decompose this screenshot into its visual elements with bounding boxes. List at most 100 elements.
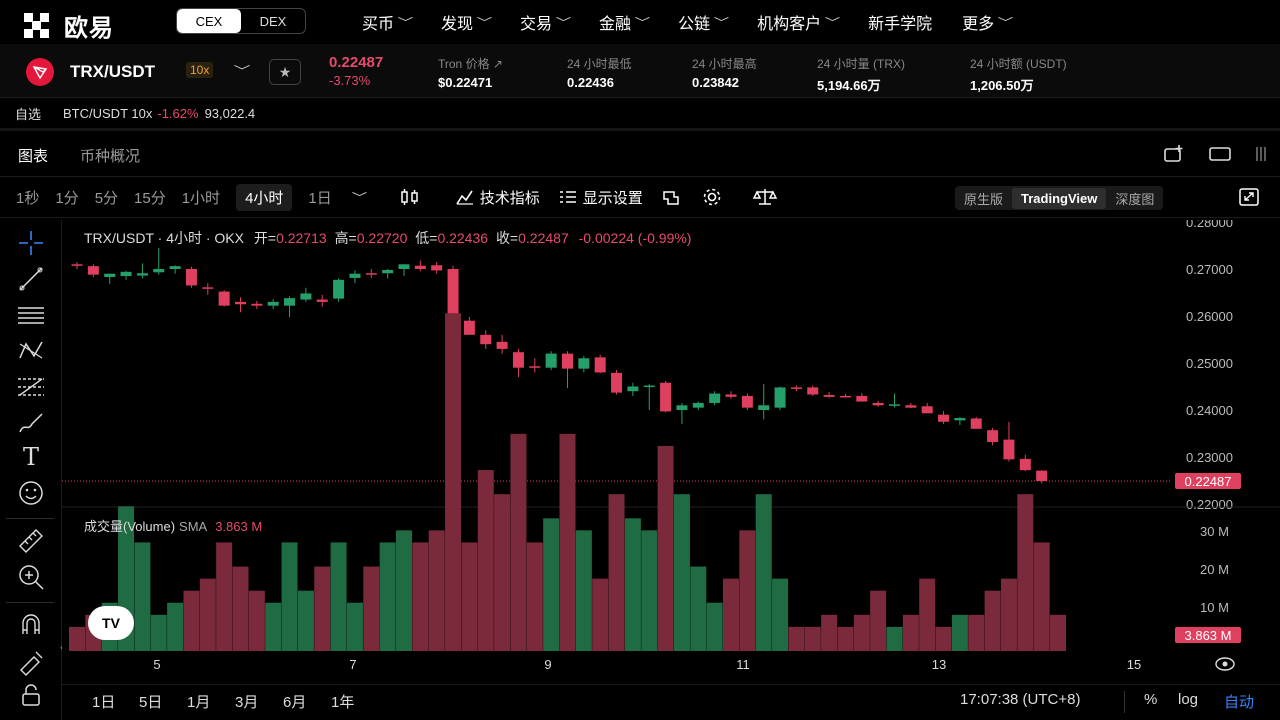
volume-label[interactable]: 成交量(Volume) bbox=[84, 519, 176, 534]
chart-settings-button[interactable] bbox=[701, 186, 723, 208]
range-1y[interactable]: 1年 bbox=[331, 694, 355, 711]
watchlist-label[interactable]: 自选 bbox=[15, 106, 42, 122]
pair-dropdown-chevron-icon[interactable]: ﹀ bbox=[233, 64, 251, 78]
timeframe-15m[interactable]: 15分 bbox=[134, 189, 166, 207]
candle-body bbox=[202, 287, 214, 289]
chart-type-button[interactable] bbox=[399, 187, 421, 207]
dex-tab[interactable]: DEX bbox=[259, 13, 287, 29]
menu-institutional[interactable]: 机构客户 ﹀ bbox=[757, 10, 840, 34]
unlock-icon[interactable] bbox=[14, 680, 48, 710]
stat-value: 0.22436 bbox=[567, 75, 614, 90]
volume-bar bbox=[314, 566, 331, 651]
chart-clock[interactable]: 17:07:38 (UTC+8) bbox=[960, 691, 1081, 708]
candle-body bbox=[169, 266, 181, 269]
log-scale-toggle[interactable]: log bbox=[1178, 691, 1199, 708]
tab-coin-overview[interactable]: 币种概况 bbox=[80, 148, 141, 165]
range-3m[interactable]: 3月 bbox=[235, 694, 259, 711]
volume-bar bbox=[363, 566, 380, 651]
indicators-icon bbox=[456, 190, 473, 205]
display-settings-button[interactable]: 显示设置 bbox=[558, 187, 643, 208]
watchlist-pair[interactable]: BTC/USDT 10x bbox=[63, 105, 153, 121]
candle-body bbox=[938, 414, 950, 422]
horizontal-lines-icon[interactable] bbox=[14, 300, 48, 330]
stat-24h-low: 24 小时最低 0.22436 bbox=[567, 55, 632, 90]
menu-label: 金融 bbox=[599, 16, 632, 33]
menu-trade[interactable]: 交易 ﹀ bbox=[520, 10, 571, 34]
price-chart-area[interactable]: 0.28000 0.27000 0.26000 0.25000 0.24000 0.230… bbox=[62, 215, 1280, 720]
zoom-in-icon[interactable] bbox=[14, 562, 48, 592]
timeframe-4h[interactable]: 4小时 bbox=[236, 183, 293, 211]
menu-more[interactable]: 更多 ﹀ bbox=[962, 10, 1013, 34]
legend-high-label: 高= bbox=[334, 230, 357, 246]
timeframe-more-chevron-icon[interactable]: ﹀ bbox=[351, 192, 367, 204]
okx-logo[interactable]: 欧易 bbox=[24, 8, 114, 43]
timeframe-1d[interactable]: 1日 bbox=[308, 189, 332, 207]
watchlist-price: 93,022.4 bbox=[204, 105, 256, 121]
snapshot-icon bbox=[663, 191, 679, 205]
time-axis-tick-label: 15 bbox=[1127, 657, 1141, 672]
candle-body bbox=[627, 386, 639, 392]
candle-body bbox=[153, 269, 165, 273]
candle-body bbox=[790, 387, 802, 389]
favorite-star-button[interactable]: ★ bbox=[269, 59, 301, 85]
range-6m[interactable]: 6月 bbox=[283, 694, 307, 711]
candlestick-chart[interactable]: 0.28000 0.27000 0.26000 0.25000 0.24000 0.230… bbox=[62, 215, 1280, 684]
window-mode-icon[interactable] bbox=[1208, 144, 1232, 164]
trend-line-icon[interactable] bbox=[14, 264, 48, 294]
range-1m[interactable]: 1月 bbox=[187, 694, 211, 711]
cex-tab[interactable]: CEX bbox=[177, 9, 241, 33]
pattern-tool-icon[interactable] bbox=[14, 336, 48, 366]
legend-title[interactable]: TRX/USDT · 4小时 · OKX bbox=[84, 230, 244, 246]
current-volume-label: 3.863 M bbox=[1185, 628, 1232, 643]
range-1d[interactable]: 1日 bbox=[92, 694, 116, 711]
candle-body bbox=[1003, 439, 1015, 460]
view-native[interactable]: 原生版 bbox=[964, 191, 1004, 207]
drag-handle-icon[interactable] bbox=[1254, 144, 1268, 164]
volume-bar bbox=[461, 542, 478, 651]
price-axis-tick-label: 0.25000 bbox=[1186, 356, 1233, 371]
volume-bar bbox=[150, 614, 167, 651]
brush-icon[interactable] bbox=[14, 408, 48, 438]
volume-bar bbox=[559, 433, 576, 651]
ruler-icon[interactable] bbox=[14, 526, 48, 556]
view-depth[interactable]: 深度图 bbox=[1115, 191, 1155, 207]
timeframe-1m[interactable]: 1分 bbox=[55, 189, 79, 207]
lock-drawing-icon[interactable] bbox=[14, 646, 48, 676]
snapshot-button[interactable] bbox=[661, 187, 681, 207]
price-axis-tick-label: 0.23000 bbox=[1186, 450, 1233, 465]
timeframe-1s[interactable]: 1秒 bbox=[16, 189, 40, 207]
menu-discover[interactable]: 发现 ﹀ bbox=[441, 10, 492, 34]
menu-buy-crypto[interactable]: 买币 ﹀ bbox=[362, 10, 413, 34]
candle-body bbox=[382, 269, 394, 274]
compare-button[interactable] bbox=[752, 187, 777, 207]
percent-scale-toggle[interactable]: % bbox=[1144, 691, 1158, 708]
indicators-button[interactable]: 技术指标 bbox=[455, 187, 540, 208]
volume-bar bbox=[641, 530, 658, 651]
menu-finance[interactable]: 金融 ﹀ bbox=[599, 10, 650, 34]
legend-low: 0.22436 bbox=[437, 230, 489, 246]
volume-bar bbox=[412, 542, 429, 651]
magnet-icon[interactable] bbox=[14, 610, 48, 640]
text-tool-icon[interactable]: T bbox=[22, 443, 39, 471]
timeframe-5m[interactable]: 5分 bbox=[94, 189, 119, 207]
volume-bar bbox=[608, 494, 625, 651]
fullscreen-button[interactable] bbox=[1238, 186, 1260, 213]
timeframe-1h[interactable]: 1小时 bbox=[181, 189, 221, 207]
tradingview-logo[interactable]: TV bbox=[88, 606, 134, 640]
range-5d[interactable]: 5日 bbox=[139, 694, 163, 711]
cex-dex-switch[interactable]: CEX DEX bbox=[176, 8, 306, 34]
volume-bar bbox=[543, 518, 560, 651]
view-tradingview[interactable]: TradingView bbox=[1012, 187, 1107, 209]
volume-bar bbox=[281, 542, 298, 651]
crosshair-icon[interactable] bbox=[14, 228, 48, 258]
emoji-icon[interactable] bbox=[14, 478, 48, 508]
menu-chain[interactable]: 公链 ﹀ bbox=[678, 10, 729, 34]
menu-academy[interactable]: 新手学院 bbox=[868, 10, 932, 34]
tab-chart[interactable]: 图表 bbox=[18, 148, 49, 165]
auto-scale-toggle[interactable]: 自动 bbox=[1224, 694, 1255, 711]
pair-name[interactable]: TRX/USDT bbox=[70, 62, 155, 81]
stat-tron-price[interactable]: Tron 价格 ↗ $0.22471 bbox=[438, 55, 503, 90]
fib-retracement-icon[interactable] bbox=[14, 372, 48, 402]
bottom-divider bbox=[1124, 691, 1125, 713]
add-alert-icon[interactable] bbox=[1162, 144, 1186, 164]
